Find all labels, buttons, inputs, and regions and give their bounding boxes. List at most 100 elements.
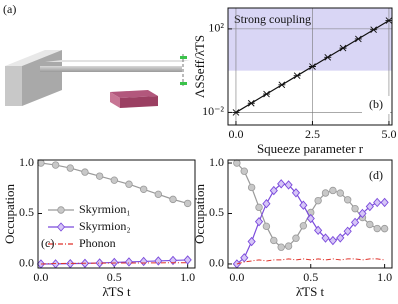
marker <box>343 226 352 236</box>
marker <box>380 224 389 233</box>
x-tick-label: 1.0 <box>180 270 195 284</box>
series-line <box>236 258 385 265</box>
marker <box>278 81 286 89</box>
x-tick-label: 0.5 <box>107 270 122 284</box>
marker <box>343 196 352 204</box>
magnet-side <box>110 92 120 108</box>
marker <box>232 109 240 116</box>
x-tick-label: 2.5 <box>305 127 320 141</box>
x-tick-label: 0.0 <box>229 270 244 284</box>
y-axis-label: Occupation <box>2 184 17 244</box>
marker <box>308 63 316 70</box>
marker <box>110 176 118 184</box>
legend-marker <box>57 206 65 214</box>
marker <box>277 179 286 189</box>
marker <box>365 201 374 212</box>
marker <box>110 257 119 268</box>
marker <box>284 180 293 190</box>
marker <box>314 225 323 236</box>
marker <box>321 189 330 197</box>
panel-label: (a) <box>3 2 16 16</box>
marker <box>370 26 378 34</box>
marker <box>255 203 263 212</box>
x-axis-label: Squeeze parameter r <box>257 141 364 156</box>
y-tick-label: 10² <box>208 21 224 35</box>
marker <box>292 234 300 242</box>
beam-top <box>45 60 190 62</box>
marker <box>183 199 192 208</box>
shaded-region <box>228 8 392 71</box>
legend-marker <box>56 222 66 232</box>
y-tick-label: 0.5 <box>209 205 224 219</box>
magnet-front <box>120 96 158 108</box>
y-tick-label: 10⁻² <box>202 104 224 118</box>
y-tick-label: 0.0 <box>19 256 34 270</box>
marker <box>154 256 163 266</box>
marker <box>336 233 345 243</box>
x-tick-label: 1.0 <box>377 270 392 284</box>
marker <box>270 236 278 245</box>
x-tick-label: 0.5 <box>303 270 318 284</box>
marker <box>339 44 347 52</box>
y-tick-label: 1.0 <box>209 155 224 169</box>
y-tick-label: 1.0 <box>19 155 34 169</box>
marker <box>314 196 322 205</box>
marker <box>37 159 45 167</box>
marker <box>350 217 360 228</box>
marker <box>306 213 315 224</box>
legend-label: Phonon <box>79 236 116 250</box>
marker <box>373 224 381 233</box>
series-line <box>40 262 188 265</box>
beam <box>40 66 182 72</box>
marker <box>299 222 308 230</box>
marker <box>81 168 89 176</box>
green-marker <box>180 82 187 85</box>
marker <box>51 161 60 169</box>
marker <box>324 53 332 61</box>
marker <box>336 189 344 197</box>
block-left <box>5 66 22 106</box>
marker <box>291 188 301 198</box>
y-axis-label: ΛSSeff/λ̄TS <box>192 35 207 98</box>
marker <box>351 204 359 213</box>
marker <box>299 200 308 210</box>
marker <box>254 216 264 227</box>
marker <box>293 72 301 79</box>
marker <box>240 167 248 175</box>
marker <box>262 199 271 209</box>
marker <box>124 257 134 267</box>
marker <box>380 197 389 208</box>
y-tick-label: 0.5 <box>19 205 34 219</box>
plot-frame <box>227 159 393 269</box>
marker <box>277 243 285 251</box>
y-axis-label: Occupation <box>192 184 207 244</box>
marker <box>262 222 271 231</box>
marker <box>321 233 330 243</box>
block-front <box>22 50 62 106</box>
marker <box>95 172 104 180</box>
marker <box>329 186 337 195</box>
marker <box>169 195 177 204</box>
marker <box>373 197 382 208</box>
marker <box>247 99 255 107</box>
plot-frame <box>37 159 196 269</box>
marker <box>247 183 256 192</box>
marker <box>269 185 278 196</box>
x-axis-label: λ̄TS t <box>296 284 325 299</box>
legend-label: Skyrmion₁ <box>79 202 131 216</box>
marker <box>139 185 148 193</box>
panel-label: (d) <box>369 168 383 182</box>
marker <box>284 242 293 250</box>
panel-label: (c) <box>41 236 54 250</box>
marker <box>247 236 256 247</box>
y-tick-label: 0.0 <box>209 256 224 270</box>
marker <box>233 159 241 167</box>
block-top <box>5 50 62 66</box>
green-marker <box>180 56 187 59</box>
x-axis-label: λ̄TS t <box>102 284 131 299</box>
marker <box>366 220 374 229</box>
plot-frame <box>227 7 393 126</box>
marker <box>125 180 133 188</box>
x-tick-label: 0.0 <box>33 270 48 284</box>
marker <box>358 208 367 219</box>
